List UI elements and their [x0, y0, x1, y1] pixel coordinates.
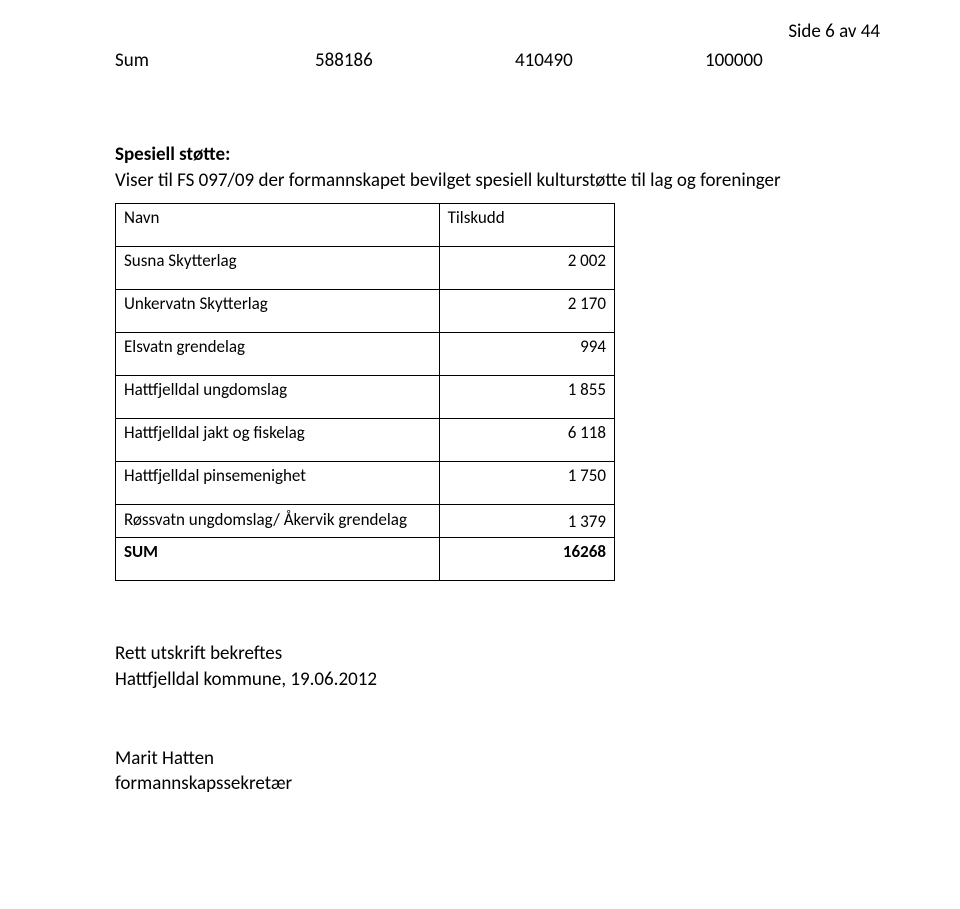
intro-heading: Spesiell støtte: — [115, 143, 230, 166]
table-row: Røssvatn ungdomslag/ Åkervik grendelag 1… — [116, 505, 615, 538]
cell-name: Røssvatn ungdomslag/ Åkervik grendelag — [116, 505, 440, 538]
sum-value-2: 410490 — [515, 49, 705, 72]
grants-table: Navn Tilskudd Susna Skytterlag 2 002 Unk… — [115, 203, 615, 581]
table-row: Hattfjelldal pinsemenighet 1 750 — [116, 462, 615, 505]
overall-sum-row: Sum 588186 410490 100000 — [115, 49, 880, 72]
page-number: Side 6 av 44 — [115, 20, 880, 43]
table-row: Hattfjelldal jakt og fiskelag 6 118 — [116, 419, 615, 462]
table-row: Elsvatn grendelag 994 — [116, 333, 615, 376]
cell-name: Unkervatn Skytterlag — [116, 290, 440, 333]
cell-amount: 2 002 — [439, 247, 614, 290]
sum-label: Sum — [115, 49, 315, 72]
signature-title: formannskapssekretær — [115, 772, 880, 797]
intro-text: Viser til FS 097/09 der formannskapet be… — [115, 169, 781, 192]
table-sum-row: SUM 16268 — [116, 538, 615, 581]
sum-value-3: 100000 — [705, 49, 845, 72]
cell-amount: 994 — [439, 333, 614, 376]
cell-amount: 6 118 — [439, 419, 614, 462]
sum-value-1: 588186 — [315, 49, 515, 72]
cell-amount: 1 750 — [439, 462, 614, 505]
footer-line-1: Rett utskrift bekreftes — [115, 641, 880, 667]
intro-block: Spesiell støtte: Viser til FS 097/09 der… — [115, 142, 880, 193]
footer-block: Rett utskrift bekreftes Hattfjelldal kom… — [115, 641, 880, 692]
cell-amount: 2 170 — [439, 290, 614, 333]
signature-name: Marit Hatten — [115, 747, 880, 772]
cell-name: Hattfjelldal jakt og fiskelag — [116, 419, 440, 462]
cell-name: Susna Skytterlag — [116, 247, 440, 290]
cell-amount: 1 379 — [439, 505, 614, 538]
sum-cell-value: 16268 — [439, 538, 614, 581]
header-name: Navn — [116, 204, 440, 247]
header-amount: Tilskudd — [439, 204, 614, 247]
signature-block: Marit Hatten formannskapssekretær — [115, 747, 880, 796]
cell-name: Elsvatn grendelag — [116, 333, 440, 376]
table-row: Hattfjelldal ungdomslag 1 855 — [116, 376, 615, 419]
sum-cell-label: SUM — [116, 538, 440, 581]
cell-name: Hattfjelldal ungdomslag — [116, 376, 440, 419]
table-row: Unkervatn Skytterlag 2 170 — [116, 290, 615, 333]
table-header-row: Navn Tilskudd — [116, 204, 615, 247]
table-row: Susna Skytterlag 2 002 — [116, 247, 615, 290]
footer-line-2: Hattfjelldal kommune, 19.06.2012 — [115, 667, 880, 693]
cell-name: Hattfjelldal pinsemenighet — [116, 462, 440, 505]
cell-amount: 1 855 — [439, 376, 614, 419]
